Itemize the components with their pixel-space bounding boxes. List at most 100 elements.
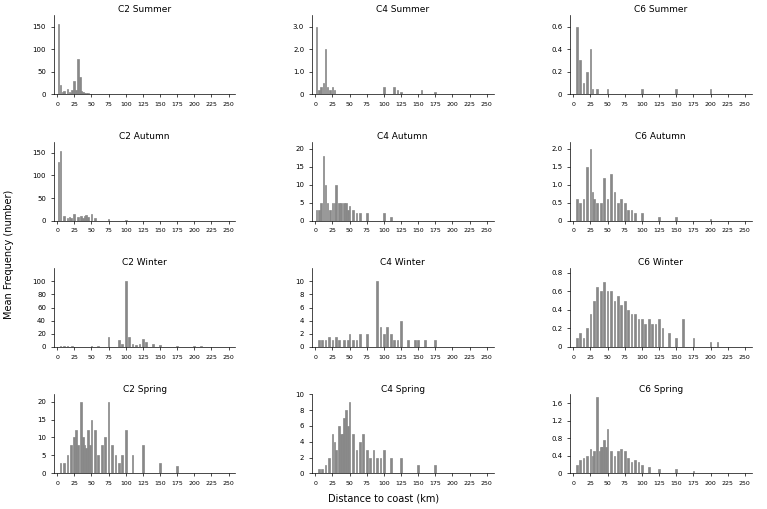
- Bar: [176, 466, 178, 473]
- Bar: [70, 93, 71, 94]
- Bar: [383, 334, 385, 347]
- Bar: [417, 465, 419, 473]
- Bar: [142, 339, 143, 347]
- Bar: [87, 93, 89, 94]
- Bar: [397, 341, 398, 347]
- Bar: [605, 447, 607, 473]
- Bar: [97, 456, 99, 473]
- Bar: [87, 217, 89, 220]
- Bar: [82, 92, 84, 94]
- Bar: [579, 460, 581, 473]
- Bar: [71, 90, 73, 94]
- Bar: [60, 346, 61, 347]
- Bar: [107, 402, 110, 473]
- Bar: [121, 344, 123, 347]
- Bar: [323, 83, 324, 94]
- Bar: [81, 91, 82, 94]
- Bar: [85, 448, 87, 473]
- Bar: [600, 291, 601, 347]
- Bar: [383, 88, 385, 94]
- Bar: [583, 83, 584, 94]
- Bar: [146, 342, 147, 347]
- Title: C2 Autumn: C2 Autumn: [120, 132, 170, 141]
- Bar: [70, 218, 71, 220]
- Bar: [334, 203, 335, 220]
- Bar: [716, 343, 718, 347]
- Bar: [159, 345, 161, 347]
- Bar: [334, 90, 335, 94]
- Bar: [414, 341, 416, 347]
- Bar: [590, 315, 591, 347]
- Bar: [591, 456, 594, 473]
- Bar: [586, 72, 588, 94]
- Bar: [328, 337, 330, 347]
- Bar: [373, 449, 374, 473]
- Bar: [335, 185, 337, 220]
- Bar: [390, 334, 391, 347]
- Bar: [345, 410, 347, 473]
- Bar: [576, 26, 578, 94]
- Bar: [591, 192, 594, 220]
- Bar: [597, 203, 598, 220]
- Bar: [349, 206, 351, 220]
- Bar: [71, 346, 73, 347]
- Bar: [100, 445, 103, 473]
- Bar: [676, 217, 677, 220]
- Bar: [598, 451, 601, 473]
- Bar: [128, 337, 130, 347]
- Bar: [331, 88, 333, 94]
- Bar: [63, 463, 65, 473]
- Bar: [366, 449, 367, 473]
- Bar: [132, 344, 133, 347]
- Bar: [107, 219, 110, 220]
- Bar: [84, 216, 85, 220]
- Bar: [82, 218, 84, 220]
- Bar: [320, 88, 321, 94]
- Bar: [607, 291, 608, 347]
- Bar: [641, 213, 643, 220]
- Bar: [387, 327, 388, 347]
- Bar: [424, 341, 426, 347]
- Bar: [74, 214, 75, 220]
- Bar: [607, 199, 608, 220]
- Bar: [651, 324, 653, 347]
- Bar: [321, 341, 323, 347]
- Bar: [658, 217, 660, 220]
- Bar: [709, 219, 711, 220]
- Bar: [617, 203, 619, 220]
- Bar: [586, 328, 588, 347]
- Bar: [611, 291, 612, 347]
- Bar: [579, 333, 581, 347]
- Bar: [590, 149, 591, 220]
- Bar: [58, 162, 59, 220]
- Bar: [60, 151, 61, 220]
- Bar: [383, 213, 385, 220]
- Bar: [321, 469, 323, 473]
- Text: Distance to coast (km): Distance to coast (km): [328, 494, 439, 504]
- Bar: [400, 321, 402, 347]
- Bar: [617, 296, 619, 347]
- Bar: [89, 445, 91, 473]
- Bar: [60, 85, 61, 94]
- Bar: [693, 337, 694, 347]
- Bar: [607, 430, 608, 473]
- Bar: [586, 167, 588, 220]
- Bar: [345, 203, 347, 220]
- Bar: [634, 315, 636, 347]
- Bar: [576, 199, 578, 220]
- Bar: [323, 156, 324, 220]
- Bar: [621, 199, 622, 220]
- Bar: [94, 430, 96, 473]
- Bar: [709, 89, 711, 94]
- Bar: [324, 465, 327, 473]
- Bar: [597, 89, 598, 94]
- Bar: [621, 305, 622, 347]
- Bar: [111, 445, 113, 473]
- Bar: [77, 59, 78, 94]
- Bar: [630, 462, 633, 473]
- Bar: [400, 458, 402, 473]
- Bar: [362, 434, 364, 473]
- Bar: [316, 210, 318, 220]
- Bar: [60, 463, 61, 473]
- Bar: [593, 300, 594, 347]
